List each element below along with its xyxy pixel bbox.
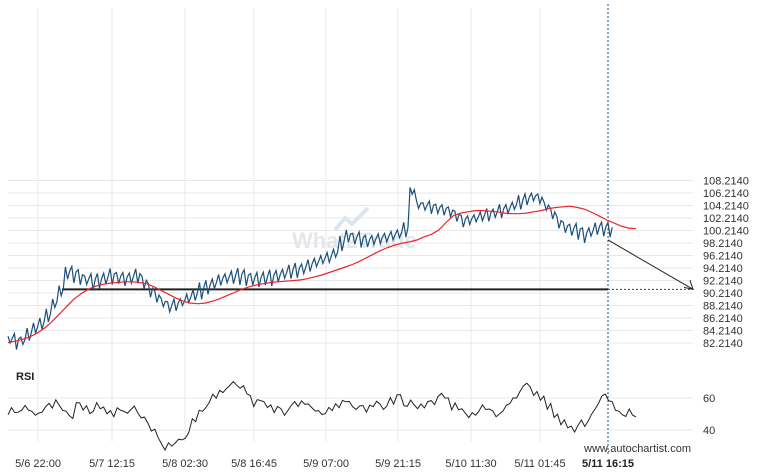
x-tick-label: 5/11 01:45 — [514, 458, 565, 470]
price-y-tick-label: 108.2140 — [703, 176, 749, 188]
price-panel — [7, 4, 694, 455]
x-tick-label: 5/8 02:30 — [162, 458, 208, 470]
price-y-tick-label: 106.2140 — [703, 188, 749, 200]
price-y-tick-label: 92.2140 — [703, 276, 743, 288]
footer-credit: www.autochartist.com — [583, 443, 691, 455]
moving-average-line — [7, 205, 637, 344]
price-y-tick-label: 90.2140 — [703, 288, 743, 300]
x-tick-label: 5/9 07:00 — [303, 458, 349, 470]
price-y-tick-label: 84.2140 — [703, 326, 743, 338]
price-series-line — [7, 187, 613, 350]
price-y-tick-label: 82.2140 — [703, 338, 743, 350]
price-gridlines — [8, 8, 693, 442]
rsi-panel — [7, 380, 637, 452]
rsi-title: RSI — [16, 371, 34, 383]
price-y-tick-label: 104.2140 — [703, 201, 749, 213]
forecast-arrow-head — [683, 280, 694, 291]
x-tick-label: 5/7 12:15 — [89, 458, 135, 470]
price-y-tick-label: 100.2140 — [703, 226, 749, 238]
x-tick-label: 5/11 16:15 — [582, 458, 634, 470]
x-tick-label: 5/10 11:30 — [445, 458, 496, 470]
price-y-tick-label: 96.2140 — [703, 251, 743, 263]
x-tick-label: 5/6 22:00 — [15, 458, 61, 470]
price-y-tick-label: 94.2140 — [703, 263, 743, 275]
y-axis-ticks: 108.2140106.2140104.2140102.2140100.2140… — [703, 176, 749, 438]
price-y-tick-label: 98.2140 — [703, 238, 743, 250]
x-tick-label: 5/9 21:15 — [375, 458, 421, 470]
rsi-series-line — [7, 380, 637, 452]
watermark-trend-icon — [333, 206, 370, 232]
x-tick-label: 5/8 16:45 — [231, 458, 277, 470]
price-y-tick-label: 86.2140 — [703, 313, 743, 325]
rsi-gridlines — [8, 397, 693, 431]
rsi-y-tick-label: 60 — [703, 393, 715, 405]
price-y-tick-label: 88.2140 — [703, 301, 743, 313]
forecast-arrow-line — [607, 239, 694, 290]
price-y-tick-label: 102.2140 — [703, 213, 749, 225]
x-axis-ticks: 5/6 22:00 5/7 12:15 5/8 02:30 5/8 16:45 5/9 … — [15, 458, 634, 470]
rsi-y-tick-label: 40 — [703, 425, 715, 437]
